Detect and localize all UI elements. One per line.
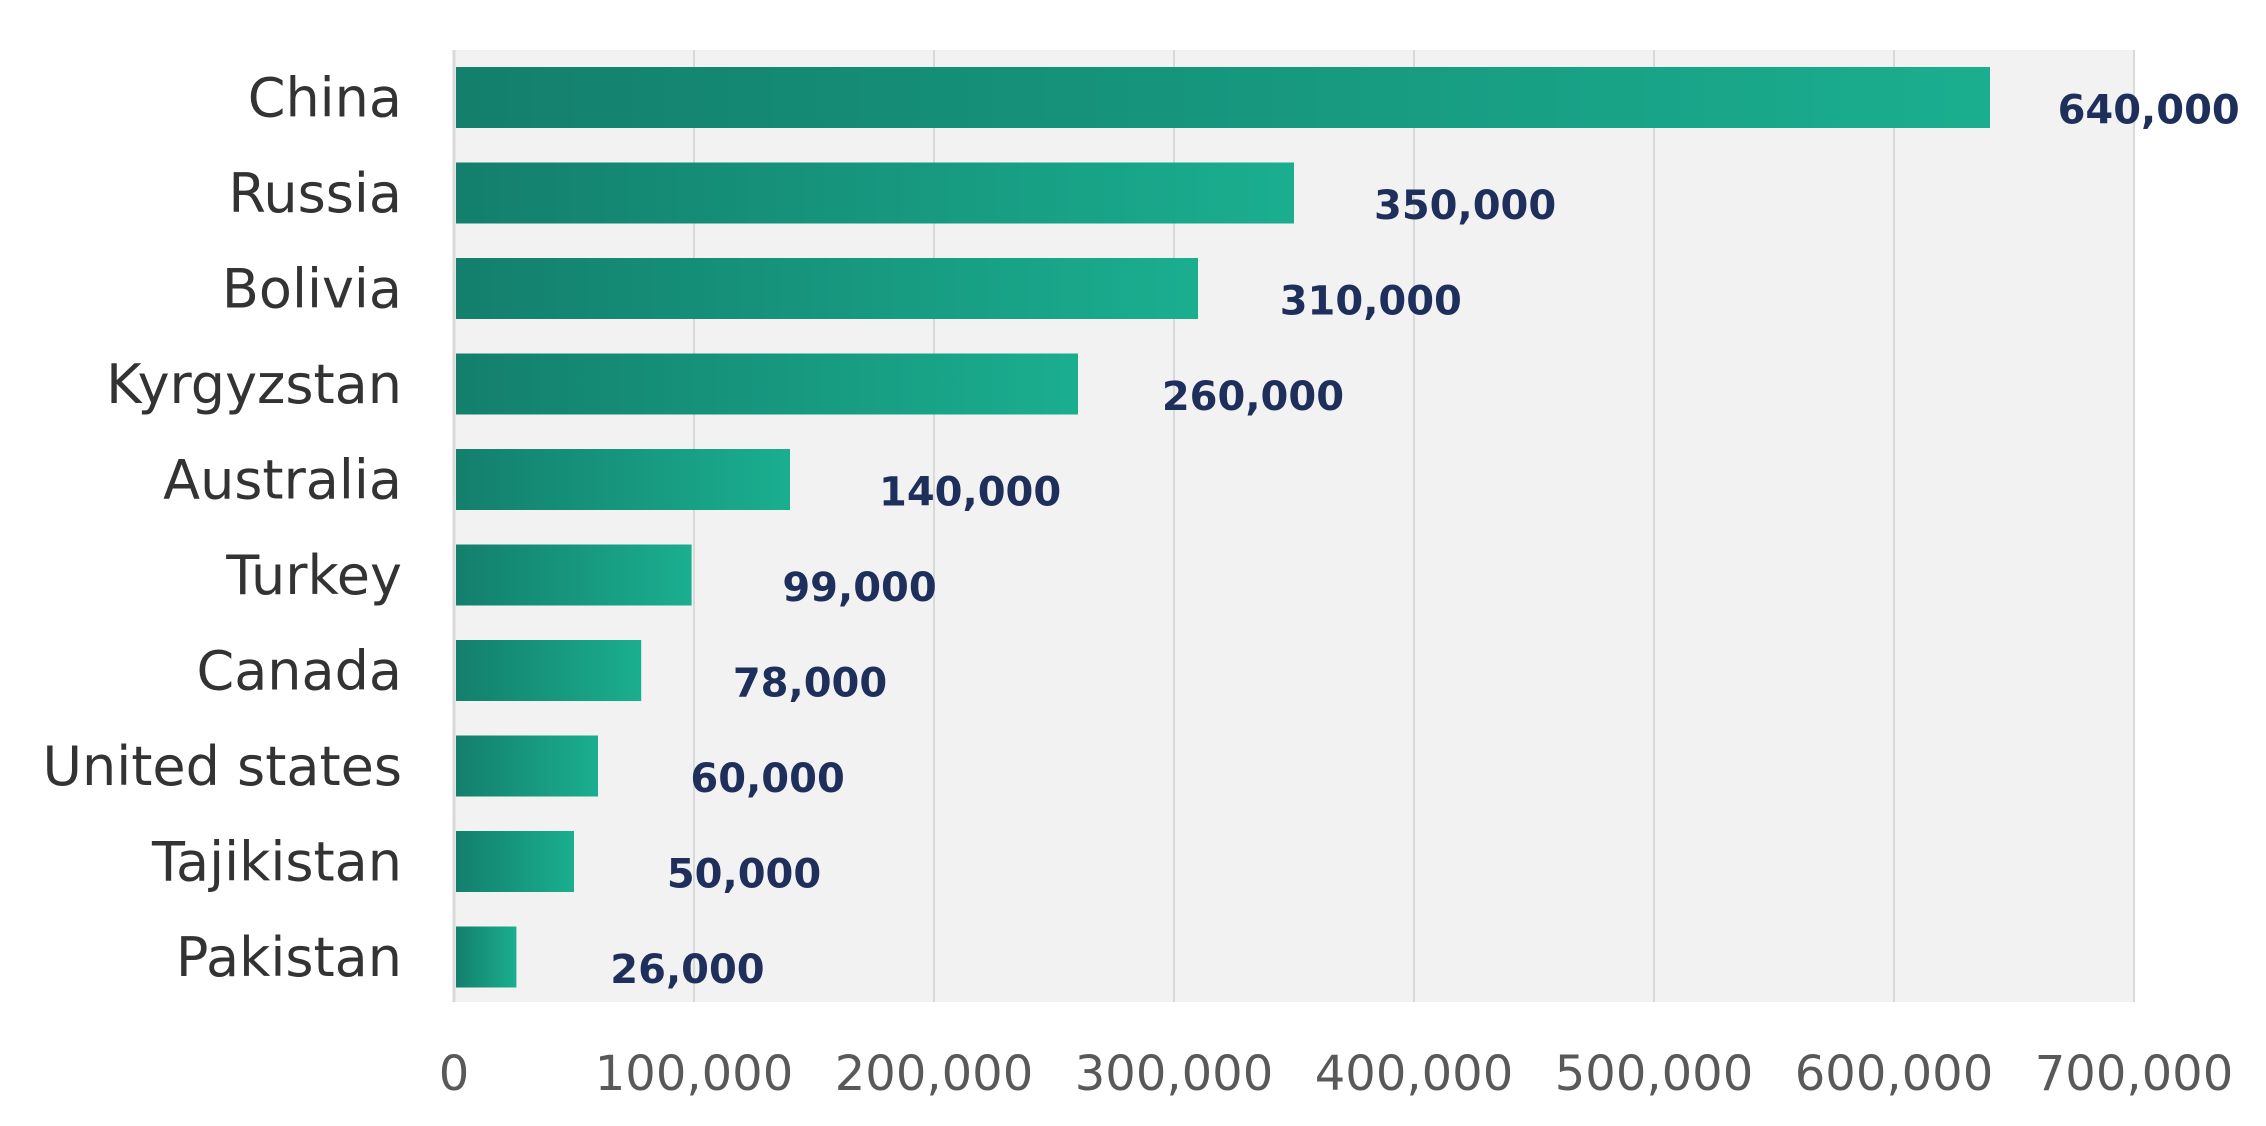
data-label: 26,000 [610, 947, 764, 993]
data-labels: 640,000 350,000 310,000 260,000 140,000 99,00… [610, 88, 2239, 994]
category-label: Tajikistan [151, 831, 402, 894]
x-tick-label: 300,000 [1075, 1046, 1274, 1102]
category-label: Bolivia [222, 258, 402, 321]
x-tick-label: 500,000 [1555, 1046, 1754, 1102]
x-tick-label: 0 [439, 1046, 470, 1102]
bar [456, 831, 574, 892]
x-tick-label: 700,000 [2035, 1046, 2234, 1102]
bar [456, 544, 692, 606]
bar [456, 353, 1078, 415]
data-label: 260,000 [1162, 374, 1344, 420]
category-labels: China Russia Bolivia Kyrgyzstan Australia Tur… [42, 67, 402, 990]
data-label: 50,000 [667, 852, 821, 898]
bar [456, 67, 1990, 128]
bars [456, 67, 1990, 988]
data-label: 310,000 [1280, 279, 1462, 325]
bar [456, 735, 598, 797]
data-label: 140,000 [879, 470, 1061, 516]
category-label: Australia [163, 449, 402, 512]
data-label: 350,000 [1374, 183, 1556, 229]
bar [456, 258, 1198, 319]
bar [456, 449, 790, 510]
category-label: Turkey [225, 544, 402, 607]
category-label: Pakistan [176, 926, 402, 989]
category-label: Russia [228, 162, 402, 225]
category-label: Kyrgyzstan [106, 353, 402, 416]
category-label: China [248, 67, 402, 130]
data-label: 640,000 [2058, 88, 2240, 134]
category-label: Canada [197, 640, 402, 703]
x-axis-tick-labels: 0 100,000 200,000 300,000 400,000 500,000 600,… [439, 1046, 2234, 1102]
bar [456, 640, 642, 701]
x-tick-label: 200,000 [835, 1046, 1034, 1102]
bar [456, 926, 517, 988]
data-label: 78,000 [733, 661, 887, 707]
bar [456, 162, 1294, 224]
data-label: 99,000 [782, 565, 936, 611]
x-tick-label: 600,000 [1795, 1046, 1994, 1102]
x-tick-label: 100,000 [595, 1046, 794, 1102]
data-label: 60,000 [690, 756, 844, 802]
x-tick-label: 400,000 [1315, 1046, 1514, 1102]
category-label: United states [42, 735, 402, 798]
